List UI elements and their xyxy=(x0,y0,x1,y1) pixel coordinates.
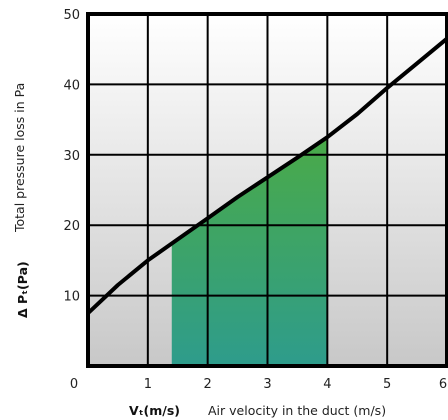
x-tick-label: 2 xyxy=(204,377,212,392)
x-tick-label: 6 xyxy=(439,377,447,392)
y-tick-label: 20 xyxy=(63,219,80,234)
x-tick-label: 5 xyxy=(383,377,391,392)
x-tick-label: 3 xyxy=(263,377,271,392)
y-tick-label: 50 xyxy=(63,8,80,23)
y-axis-title: Total pressure loss in Pa xyxy=(12,83,27,233)
y-tick-label: 10 xyxy=(63,290,80,305)
x-axis-title: Air velocity in the duct (m/s) xyxy=(208,403,386,418)
y-tick-label: 30 xyxy=(63,149,80,164)
x-tick-label: 4 xyxy=(323,377,331,392)
plot-frame xyxy=(86,12,448,368)
y-axis-symbol: Δ Pₜ(Pa) xyxy=(15,261,30,318)
series-line xyxy=(88,37,447,315)
x-tick-label: 0 xyxy=(70,377,78,392)
y-tick-label: 40 xyxy=(63,78,80,93)
shaded-region xyxy=(171,137,328,366)
x-axis-symbol: Vₜ(m/s) xyxy=(129,403,180,418)
x-tick-label: 1 xyxy=(144,377,152,392)
